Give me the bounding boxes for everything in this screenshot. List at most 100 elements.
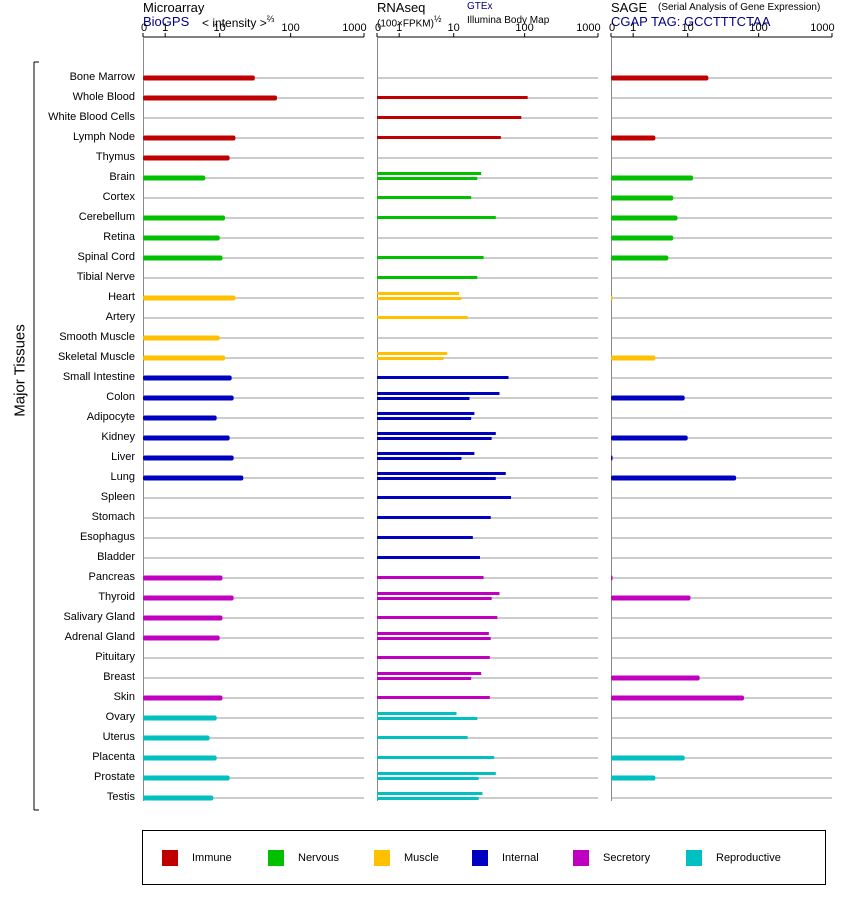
sage-tick-label-0: 0 [609,22,616,34]
bar-micro [143,135,236,141]
bar-sage [611,255,669,261]
tissue-label: Uterus [102,731,135,743]
tissue-label: Thymus [95,151,135,163]
bar-rnaseq-gtex [377,756,495,759]
tissue-label: Testis [106,791,135,803]
bar-sage [611,595,691,601]
legend-item-secretory: Secretory [573,850,650,866]
tissue-label: Retina [103,231,135,243]
sage-tick-label-1: 1 [630,22,637,34]
tissue-label: Kidney [101,431,135,443]
micro-tick-label-3: 100 [281,22,300,34]
tissue-label: Ovary [105,711,135,723]
tissue-label: Whole Blood [72,91,135,103]
tissue-label: Lymph Node [73,131,135,143]
bar-micro [143,435,230,441]
bar-rnaseq-gtex [377,392,500,395]
bar-rnaseq-illumina [377,717,478,720]
legend-swatch [472,850,488,866]
tissue-label: Artery [105,311,135,323]
bar-sage [611,755,685,761]
bar-micro [143,395,234,401]
microarray-scale-label: < intensity >⅔ [202,14,274,30]
bar-rnaseq-gtex [377,592,500,595]
bar-rnaseq-gtex [377,516,491,519]
legend-swatch [374,850,390,866]
bar-micro [143,615,223,621]
bar-sage [611,675,700,681]
bar-micro [143,715,217,721]
bar-micro [143,595,234,601]
bar-micro [143,355,226,361]
rnaseq-source-gtex: GTEx [467,1,493,12]
bar-micro [143,415,217,421]
bar-rnaseq-gtex [377,196,472,199]
sage-tick-label-3: 100 [749,22,768,34]
bar-rnaseq-gtex [377,96,528,99]
rnaseq-scale-exp: ½ [433,14,442,24]
bar-rnaseq-illumina [377,417,472,420]
bar-micro [143,775,230,781]
bar-micro [143,735,210,741]
bar-rnaseq-illumina [377,637,491,640]
bar-micro [143,335,220,341]
tissue-label: Salivary Gland [63,611,135,623]
bar-micro [143,795,214,801]
tissue-label: Bladder [97,551,135,563]
bar-micro [143,575,223,581]
bar-sage [611,395,685,401]
rna-tick-label-3: 100 [515,22,534,34]
rna-tick-label-1: 1 [396,22,403,34]
tissue-label: Esophagus [79,531,135,543]
tissue-label: Adrenal Gland [64,631,135,643]
tissue-label: Breast [103,671,135,683]
bar-rnaseq-gtex [377,316,468,319]
legend-swatch [686,850,702,866]
bar-micro [143,635,220,641]
sage-title-note: (Serial Analysis of Gene Expression) [658,2,821,13]
legend-item-muscle: Muscle [374,850,439,866]
micro-tick-label-1: 1 [162,22,169,34]
bar-rnaseq-gtex [377,736,468,739]
legend-label: Nervous [298,851,339,864]
tissue-label: Skeletal Muscle [57,351,135,363]
tissue-label: Smooth Muscle [59,331,135,343]
bar-rnaseq-illumina [377,437,492,440]
bar-rnaseq-illumina [377,457,462,460]
bar-rnaseq-illumina [377,677,472,680]
rnaseq-scale-label: (100×FPKM)½ [377,14,441,29]
legend-label: Immune [192,851,232,864]
bar-rnaseq-gtex [377,576,484,579]
bar-micro [143,95,278,101]
legend-label: Secretory [603,851,651,864]
tissue-label: Spleen [100,491,135,503]
bar-micro [143,455,234,461]
bar-rnaseq-gtex [377,712,457,715]
tissue-label: Small Intestine [62,371,135,383]
legend-swatch [573,850,589,866]
microarray-title: Microarray [143,0,205,15]
tissue-label: Heart [108,291,135,303]
bar-micro [143,475,244,481]
bar-sage [611,215,678,221]
sage-tick-label-4: 1000 [810,22,835,34]
micro-tick-label-4: 1000 [342,22,367,34]
tissue-label: Tibial Nerve [76,271,135,283]
bar-sage [611,455,613,461]
bar-sage [611,695,745,701]
tissue-label: Pituitary [95,651,135,663]
bar-micro [143,695,223,701]
bar-rnaseq-illumina [377,797,479,800]
micro-tick-label-2: 10 [213,22,226,34]
bar-rnaseq-illumina [377,177,478,180]
microarray-scale-text: < intensity > [202,16,267,30]
bar-micro [143,155,230,161]
tissue-label: Prostate [94,771,135,783]
tissue-label: Stomach [91,511,135,523]
bar-micro [143,755,217,761]
bar-micro [143,75,255,81]
tissue-label: Spinal Cord [77,251,135,263]
bar-micro [143,175,206,181]
bar-rnaseq-gtex [377,772,496,775]
bar-sage [611,355,656,361]
